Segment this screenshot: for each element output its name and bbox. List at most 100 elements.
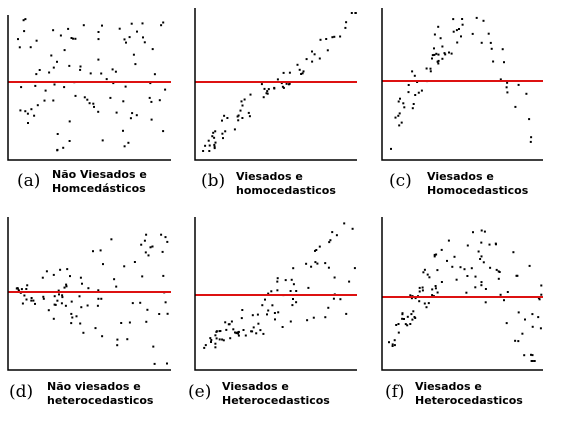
- panel-b-dot: [247, 111, 250, 114]
- panel-c-caption-line2: Homocedasticos: [427, 184, 529, 197]
- panel-a-tag: (a): [17, 171, 40, 191]
- panel-e-dot: [314, 261, 317, 264]
- panel-c-dot: [461, 23, 464, 26]
- panel-a-dot: [115, 111, 118, 114]
- panel-d-dot: [123, 265, 126, 268]
- panel-f-dot: [506, 291, 509, 293]
- panel-d-dot: [81, 282, 83, 285]
- panel-d-dot: [151, 245, 154, 248]
- panel-c-dot: [394, 116, 397, 119]
- panel-c-dot: [403, 106, 406, 109]
- panel-c-dot: [431, 54, 434, 57]
- panel-f-dot: [455, 278, 458, 281]
- panel-b-dot: [260, 83, 263, 86]
- panel-d-dot: [146, 308, 149, 311]
- panel-f-dot: [489, 266, 492, 269]
- panel-c-dot: [448, 51, 450, 54]
- panel-f-dot: [466, 275, 469, 277]
- panel-e-axes: [194, 217, 357, 371]
- panel-a-dot: [131, 112, 134, 115]
- panel-b-axes: [194, 8, 357, 161]
- panel-b-dot: [331, 36, 334, 39]
- panel-b-dots: [202, 12, 357, 152]
- panel-a-dot: [19, 109, 22, 112]
- panel-c-dot: [412, 103, 415, 105]
- panel-d-dot: [141, 275, 144, 278]
- panel-d-dot: [153, 362, 156, 365]
- panel-a-dot: [124, 85, 127, 88]
- panel-e-dot: [329, 239, 332, 242]
- panel-d-dot: [75, 315, 78, 318]
- panel-b-dot: [248, 115, 251, 118]
- panel-d-dot: [60, 302, 63, 305]
- panel-c-dot: [398, 112, 401, 115]
- panel-b-dot: [207, 139, 210, 142]
- panel-d-dot: [139, 301, 142, 304]
- panel-c-dot: [411, 70, 414, 73]
- panel-f-dot: [499, 293, 502, 296]
- panel-d-dot: [96, 304, 99, 307]
- panel-c-tag: (c): [389, 171, 412, 191]
- panel-d-tag: (d): [9, 382, 33, 402]
- panel-b-dot: [223, 114, 226, 117]
- panel-e-dot: [237, 332, 240, 335]
- panel-b-dot: [221, 132, 224, 135]
- panel-a-dot: [38, 69, 41, 71]
- panel-c-dot: [435, 52, 438, 55]
- panel-d-dot: [42, 297, 45, 300]
- panel-a-dot: [29, 46, 32, 49]
- panel-c-dot: [482, 19, 485, 22]
- panel-d-dot: [145, 233, 148, 236]
- panel-a-dot: [129, 117, 132, 120]
- panel-d-dot: [32, 299, 35, 302]
- panel-a-dot: [43, 99, 46, 102]
- panel-d-dot: [79, 276, 82, 279]
- panel-d-dot: [64, 304, 67, 307]
- panel-e-dot: [276, 277, 279, 280]
- panel-f-dot: [446, 259, 448, 262]
- panel-d-dot: [65, 283, 68, 286]
- panel-b-dot: [281, 85, 284, 88]
- panel-a-dot: [105, 78, 108, 81]
- panel-e-dot: [328, 241, 331, 244]
- panel-b-dot: [233, 128, 236, 131]
- panel-c-dot: [525, 92, 528, 95]
- panel-b-dot: [224, 130, 227, 133]
- panel-e-dot: [292, 283, 295, 286]
- panel-b-dot: [350, 12, 353, 14]
- panel-a-dot: [136, 30, 138, 33]
- panel-d-dot: [164, 236, 167, 239]
- panel-b-dot: [311, 60, 314, 63]
- panel-e-dot: [255, 332, 258, 335]
- panel-f-dot: [397, 331, 400, 334]
- panel-b-dot: [301, 72, 304, 75]
- panel-e-dot: [229, 337, 232, 340]
- panel-c-dot: [506, 81, 509, 84]
- panel-e-dot: [295, 301, 298, 304]
- panel-e-dot: [214, 342, 217, 345]
- panel-c-dot: [414, 94, 417, 96]
- panel-f-dot: [427, 302, 430, 305]
- panel-a-caption-line2: Homcedásticos: [52, 182, 146, 195]
- panel-c-dot: [492, 60, 495, 63]
- panel-e-dot: [339, 298, 342, 301]
- panel-f-dot: [436, 291, 439, 294]
- panel-f-dot: [421, 289, 424, 292]
- panel-e-dot: [284, 279, 287, 282]
- panel-c-dot: [420, 89, 423, 92]
- panel-d-dot: [58, 293, 60, 296]
- panel-d-dot: [59, 268, 62, 271]
- panel-b-dot: [239, 109, 242, 112]
- panel-b-dot: [243, 98, 246, 101]
- panel-b-dot: [266, 90, 269, 93]
- panel-a-dot: [97, 31, 100, 33]
- panel-e-dot: [353, 267, 356, 270]
- panel-f-dot: [414, 297, 417, 300]
- panel-f-caption-line1: Viesados e: [415, 380, 482, 393]
- panel-c-dot: [431, 57, 433, 60]
- panel-f-dot: [512, 251, 515, 254]
- panel-e-dot: [345, 312, 348, 315]
- panel-f-dot: [531, 360, 534, 362]
- panel-c-dots: [390, 16, 533, 150]
